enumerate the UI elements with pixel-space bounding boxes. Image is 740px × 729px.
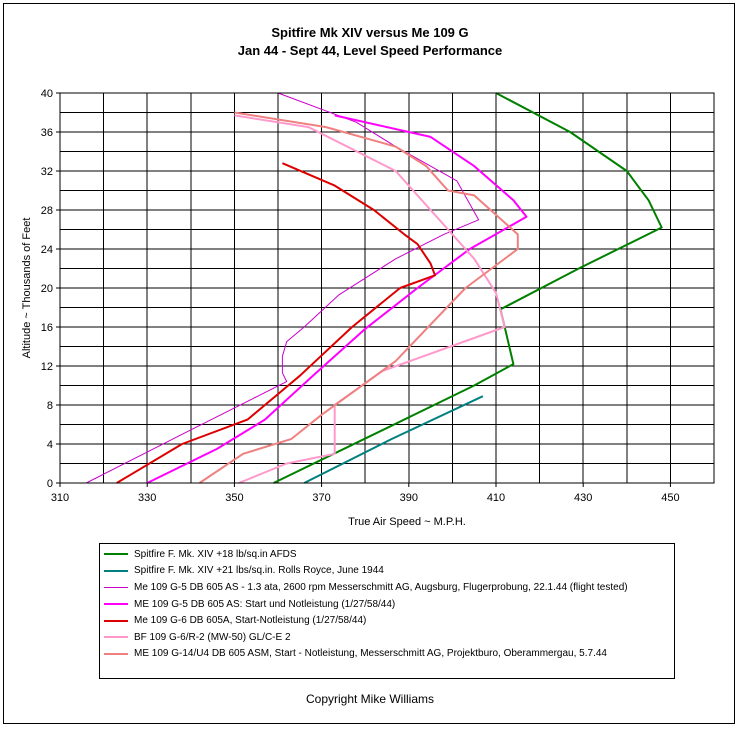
legend-label: ME 109 G-14/U4 DB 605 ASM, Start - Notle…	[134, 648, 607, 660]
y-tick-label: 32	[41, 166, 53, 178]
legend-label: Spitfire F. Mk. XIV +21 lbs/sq.in. Rolls…	[134, 565, 384, 577]
legend-label: Me 109 G-5 DB 605 AS - 1.3 ata, 2600 rpm…	[134, 581, 628, 593]
y-axis-label: Altitude ~ Thousands of Feet	[21, 218, 33, 359]
x-tick-label: 330	[138, 492, 156, 504]
y-tick-label: 4	[47, 439, 53, 451]
y-tick-label: 20	[41, 283, 53, 295]
chart-title: Spitfire Mk XIV versus Me 109 G	[271, 25, 469, 40]
legend-swatch	[104, 619, 128, 622]
series-line-4	[146, 114, 528, 484]
legend-swatch	[104, 636, 128, 639]
legend-item-3: Me 109 G-5 DB 605 AS - 1.3 ata, 2600 rpm…	[104, 579, 674, 596]
x-axis-label: True Air Speed ~ M.P.H.	[348, 516, 466, 528]
chart-subtitle: Jan 44 - Sept 44, Level Speed Performanc…	[237, 43, 503, 58]
x-tick-label: 390	[400, 492, 418, 504]
y-tick-label: 36	[41, 127, 53, 139]
legend-swatch	[104, 569, 128, 572]
series-line-2	[303, 395, 484, 484]
legend-item-2: Spitfire F. Mk. XIV +21 lbs/sq.in. Rolls…	[104, 563, 674, 580]
legend-item-1: Spitfire F. Mk. XIV +18 lb/sq.in AFDS	[104, 546, 674, 563]
x-tick-label: 450	[661, 492, 679, 504]
grid-lines	[59, 92, 715, 484]
series-line-6	[234, 114, 506, 484]
legend-item-5: Me 109 G-6 DB 605A, Start-Notleistung (1…	[104, 612, 674, 629]
legend-label: Me 109 G-6 DB 605A, Start-Notleistung (1…	[134, 615, 367, 627]
series-line-7	[198, 111, 519, 484]
series-line-3	[85, 92, 480, 484]
series-lines	[85, 92, 663, 484]
legend-swatch	[104, 603, 128, 606]
legend: Spitfire F. Mk. XIV +18 lb/sq.in AFDS Spi…	[99, 543, 675, 679]
x-axis-ticks: 310 330 350 370 390 410 430 450	[51, 483, 680, 504]
series-line-5	[116, 162, 436, 484]
series-line-1	[273, 92, 663, 484]
y-tick-label: 24	[41, 244, 53, 256]
y-axis-ticks: 0 4 8 12 16 20 24 28 32 36 40	[41, 88, 60, 490]
y-tick-label: 40	[41, 88, 53, 100]
legend-label: ME 109 G-5 DB 605 AS: Start und Notleist…	[134, 598, 396, 610]
legend-swatch	[104, 553, 128, 556]
legend-item-4: ME 109 G-5 DB 605 AS: Start und Notleist…	[104, 596, 674, 613]
x-tick-label: 350	[225, 492, 243, 504]
y-tick-label: 28	[41, 205, 53, 217]
chart-title-block: Spitfire Mk XIV versus Me 109 G Jan 44 -…	[0, 24, 740, 60]
line-chart: 310 330 350 370 390 410 430 450 0 4 8 12 16 20 24 28 32…	[21, 88, 715, 528]
legend-swatch	[104, 586, 128, 588]
x-tick-label: 430	[574, 492, 592, 504]
x-tick-label: 310	[51, 492, 69, 504]
x-tick-label: 370	[312, 492, 330, 504]
x-tick-label: 410	[487, 492, 505, 504]
y-tick-label: 12	[41, 361, 53, 373]
legend-label: BF 109 G-6/R-2 (MW-50) GL/C-E 2	[134, 631, 291, 643]
copyright-text: Copyright Mike Williams	[305, 692, 435, 706]
y-tick-label: 8	[47, 400, 53, 412]
legend-item-7: ME 109 G-14/U4 DB 605 ASM, Start - Notle…	[104, 646, 674, 663]
legend-label: Spitfire F. Mk. XIV +18 lb/sq.in AFDS	[134, 548, 297, 560]
legend-swatch	[104, 652, 128, 655]
y-tick-label: 16	[41, 322, 53, 334]
y-tick-label: 0	[47, 478, 53, 490]
legend-item-6: BF 109 G-6/R-2 (MW-50) GL/C-E 2	[104, 629, 674, 646]
